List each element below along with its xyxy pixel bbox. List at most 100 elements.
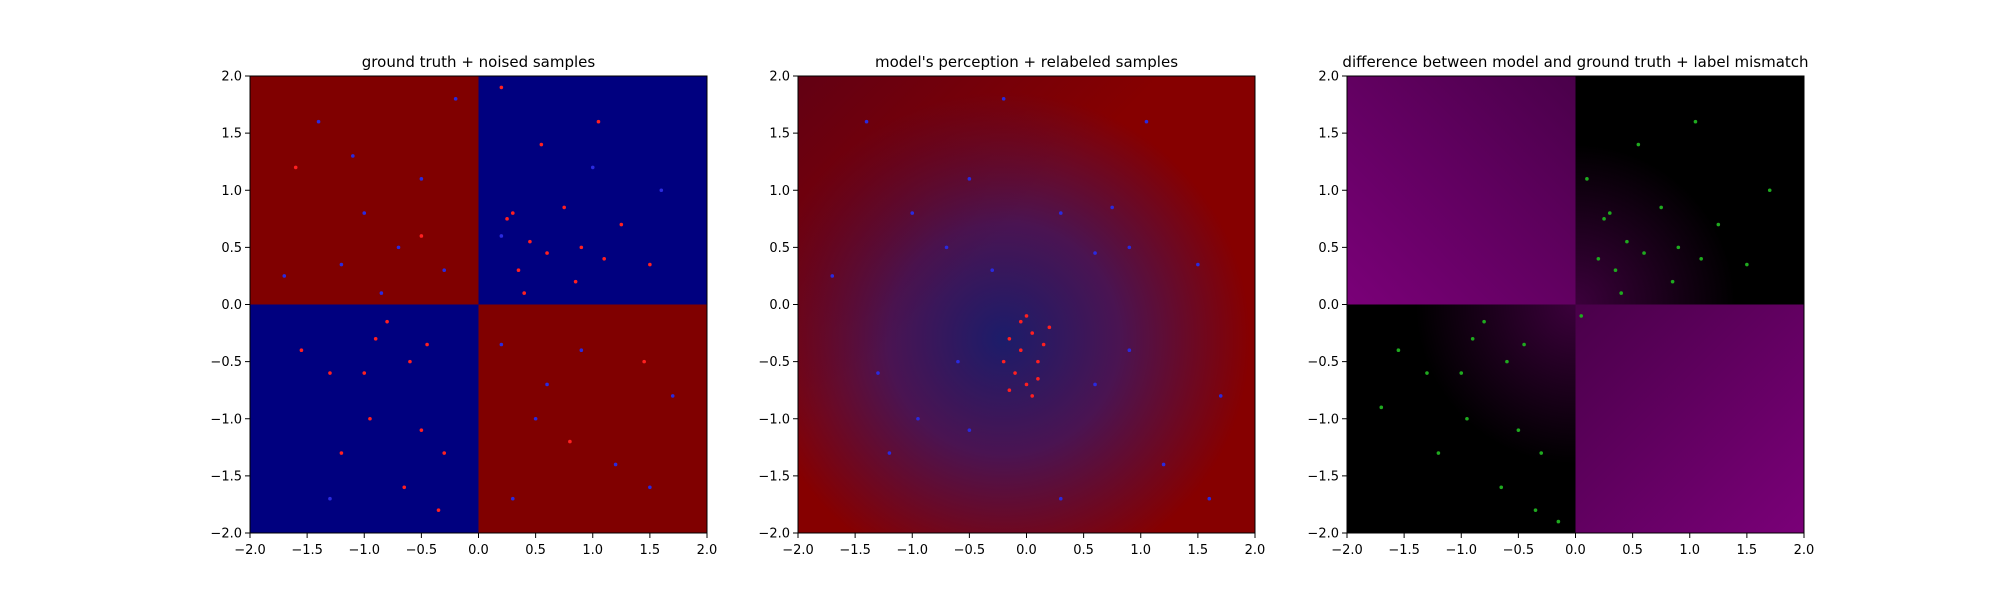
y-tick-label: −1.0 (210, 412, 242, 427)
data-point (602, 257, 606, 261)
data-point (1036, 359, 1040, 364)
data-point (1522, 342, 1526, 347)
data-point (562, 205, 566, 210)
x-tick-label: 1.5 (1737, 543, 1758, 558)
y-tick-label: 1.5 (1318, 127, 1339, 142)
data-point (590, 165, 595, 170)
data-point (1047, 325, 1052, 330)
data-point (362, 371, 367, 375)
y-tick-label: 0.0 (769, 298, 790, 313)
data-point (967, 428, 972, 432)
data-point (545, 251, 549, 255)
quadrant-lower-right (478, 304, 707, 533)
x-tick-label: 0.0 (1016, 543, 1037, 558)
difference-glow-lower-left (1347, 304, 1576, 533)
data-point (1613, 268, 1618, 273)
panel-1: −2.0 −1.5 −1.0 −0.5 0.0 0.5 1.0 1.5 2.0 −2.0 −1.5 −… (210, 53, 717, 558)
x-tick-label: 2.0 (1245, 543, 1266, 558)
data-point (373, 336, 378, 341)
x-tick-label: −1.0 (1445, 543, 1477, 558)
x-tick-label: 1.0 (1679, 543, 1700, 558)
y-tick-label: 0.5 (769, 241, 790, 256)
panel-title: model's perception + relabeled samples (875, 53, 1178, 71)
quadrant-upper-left (250, 76, 479, 305)
data-point (385, 319, 389, 324)
data-point (1670, 279, 1675, 284)
y-tick-label: −1.5 (758, 469, 790, 484)
data-point (1625, 239, 1629, 244)
corner-shade (798, 76, 1255, 533)
data-point (533, 416, 538, 421)
x-tick-label: 1.5 (640, 543, 661, 558)
data-point (1161, 462, 1166, 467)
data-point (648, 262, 652, 267)
points-group (282, 85, 675, 512)
data-point (1024, 382, 1029, 387)
data-point (282, 274, 287, 278)
data-point (1001, 97, 1006, 101)
data-point (368, 416, 372, 421)
data-point (1539, 451, 1544, 455)
data-point (1396, 348, 1401, 353)
y-tick-label: 2.0 (769, 70, 790, 85)
data-point (1041, 342, 1046, 347)
data-point (1127, 348, 1132, 353)
data-point (1007, 336, 1012, 341)
data-point (579, 245, 584, 250)
x-tick-label: 0.5 (1622, 543, 1643, 558)
data-point (1110, 205, 1114, 210)
data-point (1619, 291, 1623, 295)
quadrant-lower-left (250, 304, 479, 533)
y-tick-label: 2.0 (1318, 70, 1339, 85)
data-point (990, 268, 995, 273)
data-point (1579, 314, 1584, 318)
panel-background (1347, 76, 1804, 533)
data-point (1585, 177, 1589, 181)
panel-background (250, 76, 707, 533)
data-point (505, 217, 509, 221)
data-point (528, 239, 532, 244)
data-point (419, 428, 424, 432)
data-point (316, 119, 321, 124)
data-point (1030, 331, 1035, 335)
data-point (1093, 382, 1097, 387)
quadrant-upper-right (478, 76, 707, 305)
data-point (1144, 119, 1149, 124)
panel-2: −2.0 −1.5 −1.0 −0.5 0.0 0.5 1.0 1.5 2.0 −2.0 −1.5 −… (758, 53, 1265, 558)
data-point (1058, 211, 1063, 215)
data-point (499, 234, 504, 238)
data-point (659, 188, 664, 193)
data-point (1093, 251, 1097, 255)
y-tick-label: 1.0 (221, 184, 242, 199)
panel-title: ground truth + noised samples (362, 53, 596, 71)
data-point (408, 359, 412, 364)
y-tick-label: −0.5 (758, 355, 790, 370)
x-tick-label: −1.0 (896, 543, 928, 558)
data-point (1659, 205, 1663, 210)
data-point (453, 97, 458, 101)
data-point (1505, 359, 1509, 364)
data-point (1001, 359, 1006, 364)
data-point (339, 451, 344, 455)
data-point (648, 485, 652, 490)
data-point (1470, 336, 1475, 341)
y-tick-label: 0.5 (221, 241, 242, 256)
data-point (499, 85, 504, 90)
y-tick-label: −0.5 (1307, 355, 1339, 370)
data-point (1379, 405, 1384, 410)
y-tick-label: −2.0 (1307, 527, 1339, 542)
y-tick-label: 2.0 (221, 70, 242, 85)
data-point (1676, 245, 1681, 250)
x-tick-label: 0.5 (525, 543, 546, 558)
x-tick-label: 2.0 (697, 543, 718, 558)
data-point (916, 416, 920, 421)
data-point (1007, 388, 1012, 392)
x-tick-label: −1.5 (291, 543, 323, 558)
data-point (1013, 371, 1017, 375)
difference-upper-left (1347, 76, 1576, 305)
data-point (1499, 485, 1504, 490)
data-point (379, 291, 384, 295)
data-point (351, 154, 355, 158)
data-point (1018, 348, 1023, 353)
data-point (499, 342, 504, 347)
